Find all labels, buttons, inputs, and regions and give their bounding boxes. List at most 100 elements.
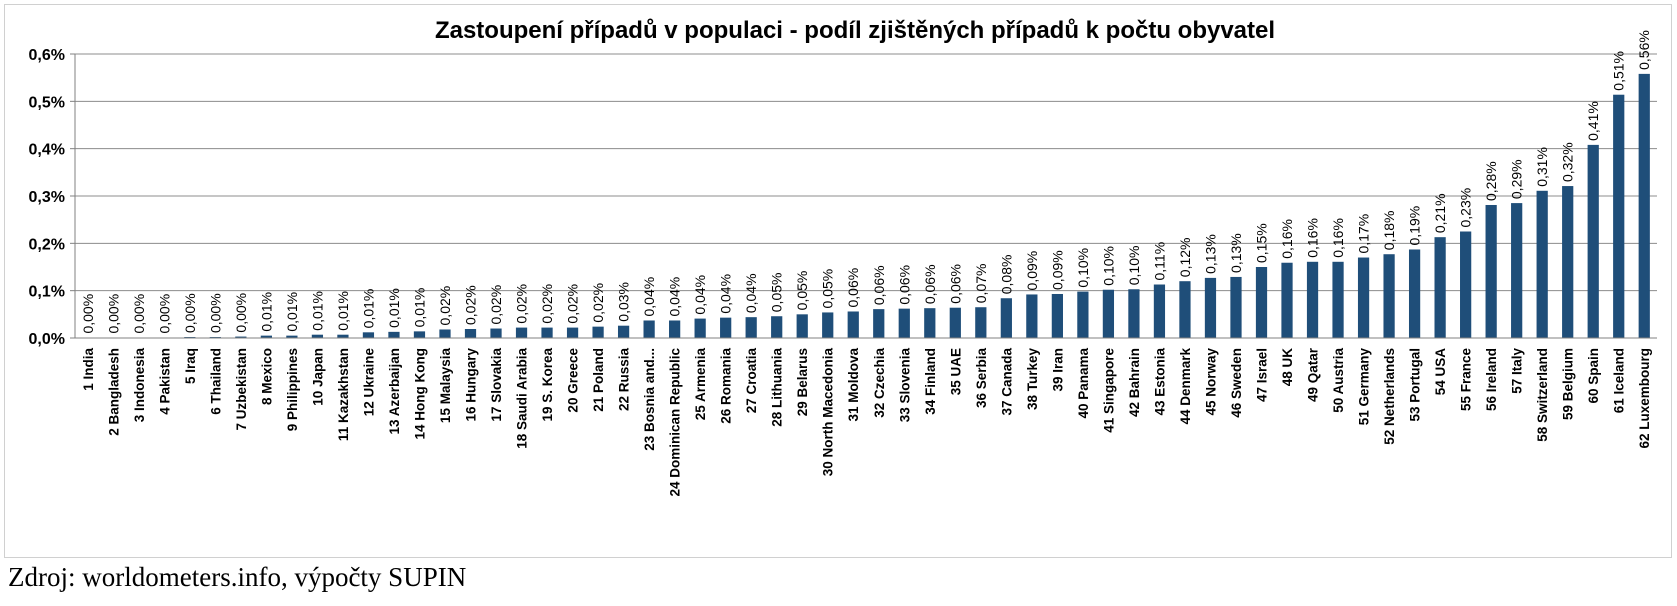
bar: [464, 329, 477, 338]
data-label: 0,01%: [360, 289, 376, 329]
data-label: 0,04%: [667, 277, 683, 317]
data-label: 0,10%: [1126, 246, 1142, 286]
data-label: 0,04%: [641, 277, 657, 317]
y-tick-label: 0,0%: [29, 331, 65, 348]
gridlines: [70, 53, 1657, 339]
bar: [1587, 144, 1599, 338]
x-tick-label: 6 Thailand: [208, 348, 223, 415]
x-tick-label: 8 Mexico: [259, 348, 274, 405]
bar: [975, 307, 987, 338]
bar: [1434, 237, 1446, 338]
y-tick-label: 0,4%: [29, 142, 65, 159]
bar: [924, 308, 936, 338]
x-tick-label: 4 Pakistan: [157, 348, 172, 415]
x-tick-label: 24 Dominican Republic: [668, 348, 683, 497]
data-label: 0,00%: [131, 294, 147, 334]
data-label: 0,09%: [1024, 251, 1040, 291]
bar: [286, 335, 298, 338]
data-label: 0,06%: [947, 264, 963, 304]
x-tick-label: 33 Slovenia: [897, 348, 912, 423]
x-tick-label: 56 Ireland: [1484, 348, 1499, 411]
data-label: 0,05%: [820, 269, 836, 309]
x-tick-label: 14 Hong Kong: [412, 348, 427, 440]
bar: [1204, 277, 1217, 338]
x-tick-label: 40 Panama: [1076, 348, 1091, 419]
x-tick-label: 21 Poland: [591, 348, 606, 412]
x-tick-label: 48 UK: [1280, 348, 1295, 387]
data-label: 0,18%: [1381, 211, 1397, 251]
bar: [1306, 261, 1319, 338]
bar: [1332, 261, 1344, 338]
x-tick-label: 23 Bosnia and...: [642, 348, 657, 451]
x-tick-label: 9 Philippines: [285, 348, 300, 431]
data-label: 0,06%: [896, 265, 912, 305]
bar: [439, 329, 451, 338]
data-label: 0,01%: [284, 292, 300, 332]
data-label: 0,00%: [182, 293, 198, 333]
data-label: 0,15%: [1254, 223, 1270, 263]
y-tick-label: 0,5%: [29, 94, 65, 111]
bars: [82, 73, 1650, 339]
x-tick-label: 29 Belarus: [795, 348, 810, 416]
bar: [643, 320, 655, 338]
x-tick-label: 41 Singapore: [1101, 348, 1116, 433]
x-tick-label: 55 France: [1459, 348, 1474, 412]
data-label: 0,01%: [411, 288, 427, 328]
bar: [388, 331, 400, 338]
data-label: 0,06%: [871, 265, 887, 305]
data-label: 0,04%: [718, 274, 734, 314]
data-label: 0,02%: [539, 284, 555, 324]
y-tick-label: 0,2%: [29, 236, 65, 253]
bar: [898, 308, 910, 338]
x-tick-label: 17 Slovakia: [489, 348, 504, 422]
data-label: 0,09%: [1049, 250, 1065, 290]
chart-frame: Zastoupení případů v populaci - podíl zj…: [4, 4, 1672, 558]
x-tick-label: 52 Netherlands: [1382, 348, 1397, 445]
bar-chart: Zastoupení případů v populaci - podíl zj…: [29, 17, 1657, 497]
x-tick-label: 28 Lithuania: [770, 348, 785, 427]
x-tick-label: 27 Croatia: [744, 348, 759, 414]
bar: [515, 327, 528, 338]
data-label: 0,03%: [616, 282, 632, 322]
bar: [1153, 284, 1166, 338]
data-label: 0,06%: [922, 264, 938, 304]
x-tick-label: 47 Israel: [1255, 348, 1270, 402]
data-label: 0,31%: [1534, 147, 1550, 187]
bar: [1026, 294, 1038, 338]
bar: [617, 325, 630, 338]
data-label: 0,02%: [437, 286, 453, 326]
data-label: 0,00%: [207, 293, 223, 333]
data-label: 0,00%: [80, 294, 96, 334]
data-label: 0,10%: [1075, 248, 1091, 288]
x-tick-label: 58 Switzerland: [1535, 348, 1550, 442]
data-label: 0,07%: [973, 264, 989, 304]
bar: [1281, 262, 1293, 338]
data-label: 0,23%: [1458, 188, 1474, 228]
data-label: 0,28%: [1483, 161, 1499, 201]
bar: [1613, 94, 1625, 339]
data-label: 0,08%: [998, 255, 1014, 295]
data-label: 0,01%: [309, 291, 325, 331]
x-tick-label: 37 Canada: [999, 348, 1014, 416]
bar: [949, 307, 961, 338]
x-tick-label: 11 Kazakhstan: [336, 348, 351, 441]
bar: [694, 318, 706, 338]
data-label: 0,41%: [1585, 101, 1601, 141]
x-tick-label: 15 Malaysia: [438, 348, 453, 424]
data-label: 0,56%: [1636, 30, 1652, 70]
data-label: 0,10%: [1100, 246, 1116, 286]
y-tick-label: 0,6%: [29, 47, 65, 64]
bar: [822, 312, 834, 338]
x-tick-label: 12 Ukraine: [361, 348, 376, 417]
x-tick-label: 22 Russia: [617, 348, 632, 412]
data-label: 0,01%: [258, 292, 274, 332]
bar: [1562, 186, 1574, 338]
bar: [1230, 276, 1242, 338]
x-tick-label: 18 Saudi Arabia: [515, 348, 530, 449]
bar: [873, 309, 885, 338]
y-tick-label: 0,1%: [29, 284, 65, 301]
data-label: 0,11%: [1151, 242, 1167, 281]
x-tick-label: 16 Hungary: [464, 348, 479, 422]
y-tick-label: 0,3%: [29, 189, 65, 206]
data-label: 0,13%: [1202, 234, 1218, 274]
